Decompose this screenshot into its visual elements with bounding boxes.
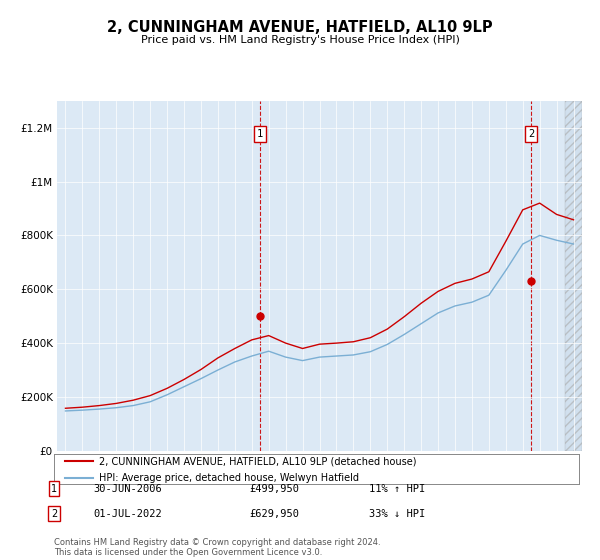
Text: £629,950: £629,950	[249, 508, 299, 519]
Bar	[565, 101, 582, 451]
Text: 01-JUL-2022: 01-JUL-2022	[93, 508, 162, 519]
Text: 1: 1	[257, 129, 263, 139]
Text: 2: 2	[51, 508, 57, 519]
Text: 33% ↓ HPI: 33% ↓ HPI	[369, 508, 425, 519]
Text: Price paid vs. HM Land Registry's House Price Index (HPI): Price paid vs. HM Land Registry's House …	[140, 35, 460, 45]
Text: Contains HM Land Registry data © Crown copyright and database right 2024.
This d: Contains HM Land Registry data © Crown c…	[54, 538, 380, 557]
Text: 2, CUNNINGHAM AVENUE, HATFIELD, AL10 9LP (detached house): 2, CUNNINGHAM AVENUE, HATFIELD, AL10 9LP…	[98, 456, 416, 466]
Text: 11% ↑ HPI: 11% ↑ HPI	[369, 484, 425, 494]
Text: 2: 2	[528, 129, 535, 139]
Text: 30-JUN-2006: 30-JUN-2006	[93, 484, 162, 494]
Text: 2, CUNNINGHAM AVENUE, HATFIELD, AL10 9LP: 2, CUNNINGHAM AVENUE, HATFIELD, AL10 9LP	[107, 20, 493, 35]
Text: 1: 1	[51, 484, 57, 494]
Text: HPI: Average price, detached house, Welwyn Hatfield: HPI: Average price, detached house, Welw…	[98, 473, 359, 483]
Text: £499,950: £499,950	[249, 484, 299, 494]
